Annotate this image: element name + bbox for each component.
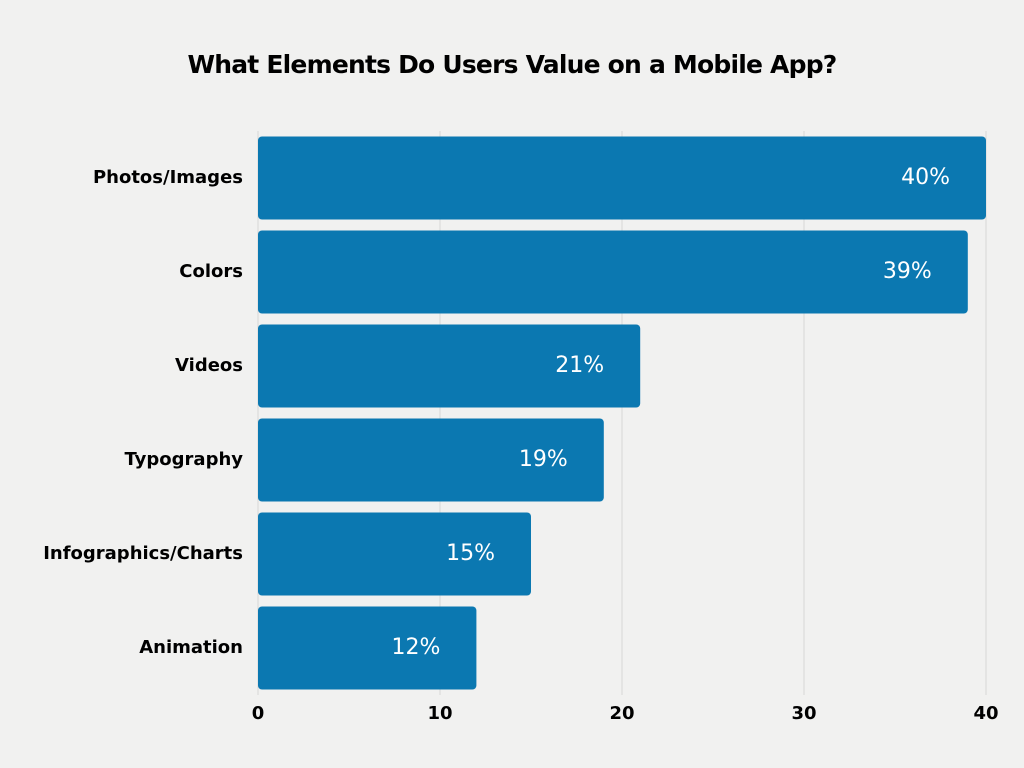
x-tick-label: 20 [609, 703, 634, 724]
x-tick-label: 40 [973, 703, 998, 724]
category-label: Infographics/Charts [43, 543, 243, 564]
bar [258, 136, 986, 220]
x-tick-label: 10 [427, 703, 452, 724]
category-label: Animation [139, 637, 243, 658]
grid [257, 131, 987, 695]
value-label: 40% [901, 165, 950, 190]
bar [258, 418, 604, 502]
bar [258, 512, 531, 596]
x-tick-label: 0 [252, 703, 265, 724]
category-label: Typography [125, 449, 244, 470]
category-label: Colors [179, 261, 243, 282]
category-label: Photos/Images [93, 167, 243, 188]
bar [258, 324, 641, 408]
value-label: 19% [519, 447, 568, 472]
bar [258, 606, 477, 690]
category-label: Videos [175, 355, 243, 376]
value-label: 12% [391, 635, 440, 660]
value-label: 39% [883, 259, 932, 284]
x-tick-label: 30 [791, 703, 816, 724]
bars [258, 136, 986, 690]
bar [258, 230, 968, 314]
value-label: 21% [555, 353, 604, 378]
value-label: 15% [446, 541, 495, 566]
chart-title: What Elements Do Users Value on a Mobile… [187, 50, 836, 79]
